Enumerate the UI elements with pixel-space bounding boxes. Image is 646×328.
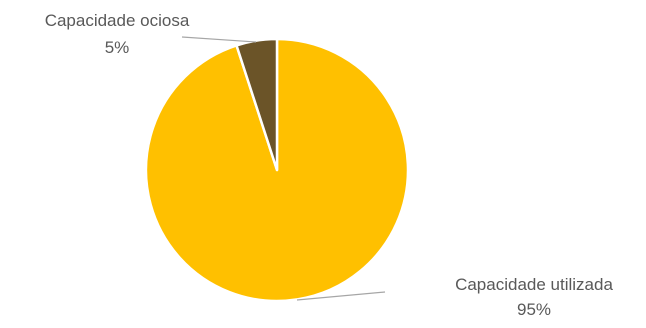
value-label-capacidade-ociosa: 5% [105,38,130,57]
leader-line-capacidade-utilizada [296,291,386,301]
data-label-capacidade-utilizada: Capacidade utilizada 95% [455,275,613,319]
category-label-capacidade-utilizada: Capacidade utilizada [455,275,613,294]
category-label-capacidade-ociosa: Capacidade ociosa [45,11,190,30]
leader-line-capacidade-ociosa [181,36,257,43]
data-label-capacidade-ociosa: Capacidade ociosa 5% [45,11,190,57]
pie-slice-capacidade-ociosa [235,37,279,172]
pie-slices [144,37,410,303]
leader-lines [181,36,386,301]
value-label-capacidade-utilizada: 95% [517,300,551,319]
